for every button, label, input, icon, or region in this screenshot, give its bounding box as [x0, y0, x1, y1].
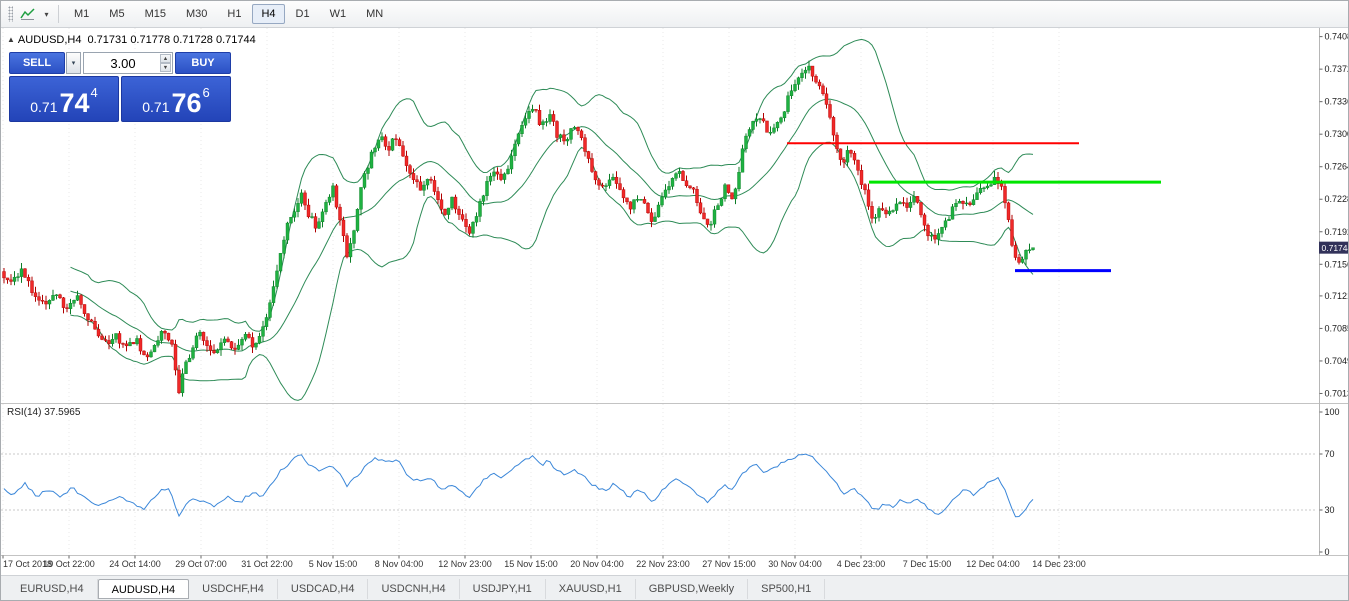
timeframe-button-d1[interactable]: D1: [295, 8, 310, 20]
chevron-down-icon: ▾: [71, 60, 76, 67]
svg-text:100: 100: [1325, 407, 1340, 417]
timeframe-button-h4[interactable]: H4: [252, 4, 285, 24]
volume-spinner: ▲ ▼: [160, 54, 171, 72]
chart-tab-usdcad[interactable]: USDCAD,H4: [278, 579, 369, 599]
svg-text:0.7228: 0.7228: [1325, 194, 1349, 204]
toolbar-dropdown-button[interactable]: ▾: [40, 4, 53, 24]
svg-text:0.7408: 0.7408: [1325, 32, 1349, 42]
svg-text:27 Nov 15:00: 27 Nov 15:00: [702, 559, 756, 569]
svg-text:14 Dec 23:00: 14 Dec 23:00: [1032, 559, 1086, 569]
timeframe-button-h1[interactable]: H1: [227, 8, 242, 20]
svg-text:0.7372: 0.7372: [1325, 64, 1349, 74]
svg-text:7 Dec 15:00: 7 Dec 15:00: [903, 559, 952, 569]
timeframe-button-m30[interactable]: M30: [185, 8, 208, 20]
svg-text:0: 0: [1325, 547, 1330, 557]
chart-tab-usdjpy[interactable]: USDJPY,H1: [460, 579, 546, 599]
sell-price-point: 4: [90, 85, 98, 100]
svg-text:22 Nov 23:00: 22 Nov 23:00: [636, 559, 690, 569]
sell-button-label: SELL: [22, 57, 52, 69]
chart-tab-eurusd[interactable]: EURUSD,H4: [7, 579, 98, 599]
chart-tab-gbpusd[interactable]: GBPUSD,Weekly: [636, 579, 749, 599]
sell-button[interactable]: SELL: [9, 52, 65, 74]
sell-price-panel[interactable]: 0.71 74 4: [9, 76, 119, 122]
buy-price-point: 6: [202, 85, 210, 100]
buy-price-pips: 76: [171, 87, 202, 118]
svg-text:0.7049: 0.7049: [1325, 356, 1349, 366]
timeframe-button-mn[interactable]: MN: [366, 8, 384, 20]
svg-text:24 Oct 14:00: 24 Oct 14:00: [109, 559, 161, 569]
svg-text:17 Oct 2018: 17 Oct 2018: [3, 559, 52, 569]
order-type-dropdown-button[interactable]: ▾: [66, 52, 81, 74]
timeframe-button-m1[interactable]: M1: [74, 8, 90, 20]
svg-text:0.7121: 0.7121: [1325, 291, 1349, 301]
buy-button[interactable]: BUY: [175, 52, 231, 74]
timeframe-button-m5[interactable]: M5: [109, 8, 125, 20]
one-click-trading-panel: SELL ▾ ▲ ▼ BUY 0.71: [9, 52, 231, 122]
svg-text:0.7013: 0.7013: [1325, 388, 1349, 398]
svg-text:0.7192: 0.7192: [1325, 227, 1349, 237]
timeframe-button-w1[interactable]: W1: [329, 8, 347, 20]
svg-text:19 Oct 22:00: 19 Oct 22:00: [43, 559, 95, 569]
buy-price-big-figure: 0.71: [142, 99, 170, 115]
toolbar-separator: [58, 5, 59, 23]
svg-text:30: 30: [1325, 505, 1335, 515]
buy-price-panel[interactable]: 0.71 76 6: [121, 76, 231, 122]
timeframe-group: M1 M5 M15 M30 H1 H4 D1 W1 MN: [64, 4, 393, 24]
chart-line-icon: [20, 8, 35, 20]
svg-text:8 Nov 04:00: 8 Nov 04:00: [375, 559, 424, 569]
svg-text:0.71744: 0.71744: [1322, 243, 1349, 253]
buy-button-label: BUY: [191, 57, 215, 69]
chart-tab-usdchf[interactable]: USDCHF,H4: [189, 579, 278, 599]
svg-text:12 Dec 04:00: 12 Dec 04:00: [966, 559, 1020, 569]
chart-tab-sp500[interactable]: SP500,H1: [748, 579, 826, 599]
volume-input[interactable]: [84, 53, 172, 73]
sell-price-pips: 74: [59, 87, 90, 118]
toolbar: ▾ M1 M5 M15 M30 H1 H4 D1 W1 MN: [1, 1, 1348, 28]
volume-field: ▲ ▼: [83, 52, 173, 74]
indicators-button[interactable]: [16, 4, 40, 24]
svg-text:4 Dec 23:00: 4 Dec 23:00: [837, 559, 886, 569]
symbol-marker-icon: ▲: [7, 35, 15, 44]
down-arrow-icon: ▼: [162, 64, 169, 71]
chart-tab-audusd[interactable]: AUDUSD,H4: [97, 579, 190, 599]
svg-text:0.7156: 0.7156: [1325, 259, 1349, 269]
svg-text:29 Oct 07:00: 29 Oct 07:00: [175, 559, 227, 569]
chart-tab-usdcnh[interactable]: USDCNH,H4: [368, 579, 460, 599]
toolbar-grip[interactable]: [8, 6, 13, 22]
timeframe-button-m15[interactable]: M15: [144, 8, 166, 20]
chart-tab-xauusd[interactable]: XAUUSD,H1: [546, 579, 636, 599]
chevron-down-icon: ▾: [44, 9, 49, 19]
volume-spinner-up[interactable]: ▲: [160, 54, 171, 63]
chart-tab-bar: EURUSD,H4 AUDUSD,H4 USDCHF,H4 USDCAD,H4 USDC…: [1, 575, 1348, 600]
svg-text:0.7264: 0.7264: [1325, 162, 1349, 172]
svg-text:5 Nov 15:00: 5 Nov 15:00: [309, 559, 358, 569]
chart-symbol-label: AUDUSD,H4: [17, 34, 82, 46]
up-arrow-icon: ▲: [162, 55, 169, 62]
svg-text:0.7085: 0.7085: [1325, 323, 1349, 333]
volume-spinner-down[interactable]: ▼: [160, 63, 171, 72]
svg-text:30 Nov 04:00: 30 Nov 04:00: [768, 559, 822, 569]
sell-price-big-figure: 0.71: [30, 99, 58, 115]
chart-header: ▲ AUDUSD,H4 0.71731 0.71778 0.71728 0.7174…: [7, 34, 256, 46]
rsi-indicator-label: RSI(14) 37.5965: [7, 407, 81, 418]
svg-text:0.7336: 0.7336: [1325, 97, 1349, 107]
svg-text:20 Nov 04:00: 20 Nov 04:00: [570, 559, 624, 569]
svg-text:70: 70: [1325, 449, 1335, 459]
svg-text:12 Nov 23:00: 12 Nov 23:00: [438, 559, 492, 569]
svg-text:31 Oct 22:00: 31 Oct 22:00: [241, 559, 293, 569]
svg-text:15 Nov 15:00: 15 Nov 15:00: [504, 559, 558, 569]
chart-ohlc-values: 0.71731 0.71778 0.71728 0.71744: [87, 34, 256, 46]
